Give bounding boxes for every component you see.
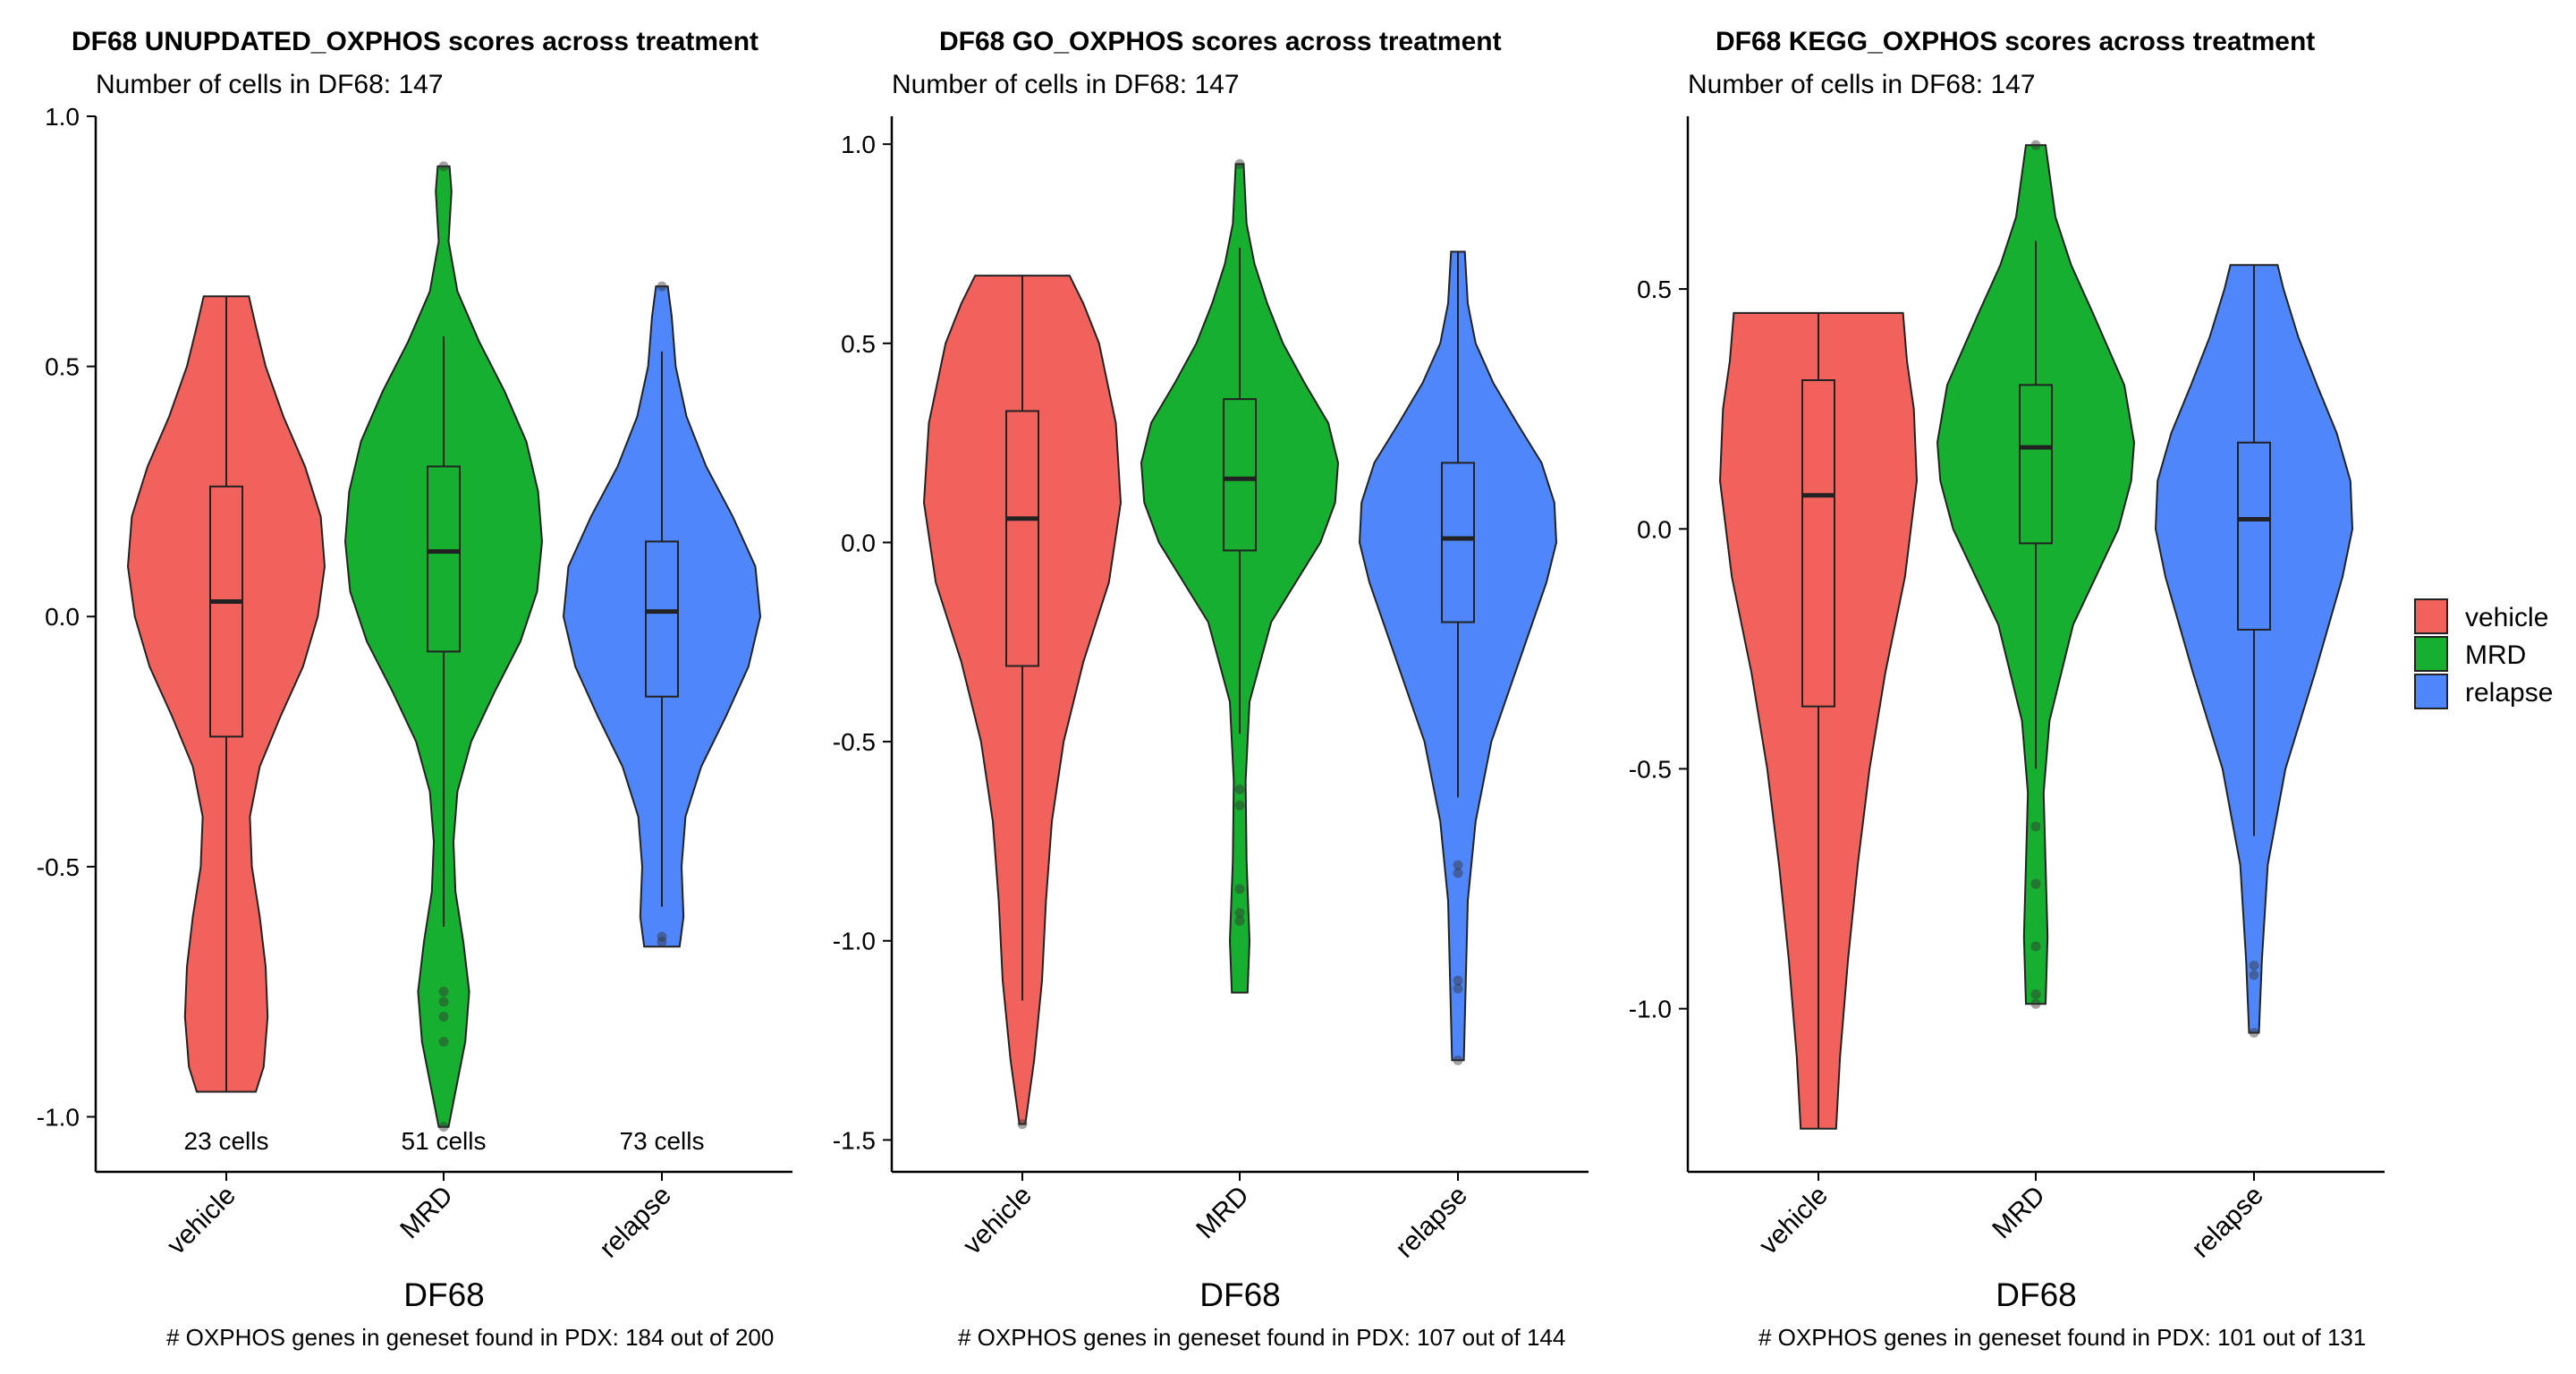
- x-tick-label: MRD: [394, 1181, 459, 1245]
- chart-caption: # OXPHOS genes in geneset found in PDX: …: [958, 1324, 1565, 1351]
- y-tick-label: -1.0: [1629, 996, 1672, 1023]
- box-vehicle: [1801, 379, 1835, 708]
- outlier-point: [1453, 868, 1463, 878]
- violin-group-vehicle: [922, 275, 1123, 1130]
- outlier-point: [1234, 785, 1245, 795]
- cell-count-label: 73 cells: [620, 1127, 705, 1155]
- cell-count-label: 51 cells: [402, 1127, 487, 1155]
- chart-caption: # OXPHOS genes in geneset found in PDX: …: [1758, 1324, 2366, 1351]
- x-tick-label: MRD: [1191, 1181, 1255, 1245]
- chart-panel-2: DF68 GO_OXPHOS scores across treatment Nu…: [833, 27, 1589, 1351]
- legend-label-vehicle: vehicle: [2465, 603, 2548, 632]
- box-relapse: [2237, 441, 2271, 631]
- box-MRD: [427, 465, 461, 653]
- outlier-point: [1453, 1055, 1463, 1065]
- box-relapse: [645, 540, 679, 698]
- outlier-point: [438, 161, 449, 172]
- outlier-point: [1453, 983, 1463, 994]
- outlier-point: [1234, 158, 1245, 169]
- y-tick-label: 0.5: [841, 330, 876, 358]
- violin-group-relapse: [2154, 264, 2354, 1038]
- outlier-point: [2030, 878, 2041, 889]
- y-tick-label: 0.0: [1637, 515, 1672, 543]
- legend-swatch-MRD: [2414, 636, 2448, 672]
- outlier-point: [2030, 821, 2041, 832]
- chart-title: DF68 KEGG_OXPHOS scores across treatment: [1716, 27, 2315, 56]
- outlier-point: [657, 931, 667, 942]
- box-MRD: [1223, 398, 1257, 552]
- violin-group-MRD: [343, 161, 544, 1132]
- chart-panel-3: DF68 KEGG_OXPHOS scores across treatment…: [1629, 27, 2385, 1351]
- y-tick-label: -1.5: [833, 1126, 876, 1154]
- outlier-point: [438, 1122, 449, 1132]
- legend: vehicle MRD relapse: [2414, 598, 2553, 709]
- outlier-point: [1017, 1119, 1028, 1130]
- outlier-point: [2030, 998, 2041, 1009]
- y-tick-label: -0.5: [37, 853, 80, 881]
- outlier-point: [2030, 140, 2041, 150]
- chart-title: DF68 UNUPDATED_OXPHOS scores across trea…: [72, 27, 758, 56]
- outlier-point: [2249, 970, 2259, 980]
- chart-panel-1: DF68 UNUPDATED_OXPHOS scores across trea…: [37, 27, 792, 1351]
- y-tick-label: -1.0: [37, 1103, 80, 1131]
- violin-group-MRD: [1936, 140, 2136, 1009]
- outlier-point: [438, 1012, 449, 1022]
- outlier-point: [1234, 800, 1245, 810]
- y-tick-label: 0.5: [1637, 276, 1672, 303]
- legend-label-relapse: relapse: [2465, 678, 2553, 708]
- violin-group-MRD: [1140, 158, 1340, 994]
- legend-swatch-vehicle: [2414, 598, 2448, 634]
- violin-group-relapse: [1358, 250, 1558, 1065]
- y-tick-label: -0.5: [833, 728, 876, 756]
- y-tick-label: 0.0: [45, 603, 80, 631]
- x-tick-label: MRD: [1987, 1181, 2051, 1245]
- outlier-point: [2030, 941, 2041, 952]
- outlier-point: [2249, 960, 2259, 971]
- x-tick-label: vehicle: [1754, 1181, 1834, 1260]
- cell-count-label: 23 cells: [184, 1127, 269, 1155]
- legend-swatch-relapse: [2414, 674, 2448, 709]
- box-vehicle: [209, 485, 243, 738]
- y-tick-label: 0.0: [841, 529, 876, 556]
- outlier-point: [1234, 915, 1245, 926]
- chart-caption: # OXPHOS genes in geneset found in PDX: …: [166, 1324, 774, 1351]
- outlier-point: [438, 997, 449, 1007]
- x-axis-label: DF68: [403, 1276, 484, 1313]
- outlier-point: [1234, 884, 1245, 895]
- chart-title: DF68 GO_OXPHOS scores across treatment: [939, 27, 1502, 56]
- legend-label-MRD: MRD: [2465, 640, 2526, 670]
- outlier-point: [438, 987, 449, 997]
- y-tick-label: 0.5: [45, 353, 80, 381]
- y-tick-label: 1.0: [841, 131, 876, 158]
- violin-group-vehicle: [126, 295, 326, 1093]
- x-tick-label: vehicle: [958, 1181, 1038, 1260]
- outlier-point: [1453, 860, 1463, 870]
- box-vehicle: [1005, 410, 1039, 667]
- y-tick-label: -1.0: [833, 928, 876, 955]
- y-tick-label: -0.5: [1629, 755, 1672, 783]
- violin-group-vehicle: [1718, 311, 1919, 1130]
- box-MRD: [2019, 384, 2053, 545]
- x-tick-label: vehicle: [162, 1181, 242, 1260]
- box-relapse: [1441, 462, 1475, 623]
- violin-group-relapse: [562, 281, 762, 948]
- x-axis-label: DF68: [1199, 1276, 1280, 1313]
- outlier-point: [2249, 1027, 2259, 1038]
- chart-subtitle: Number of cells in DF68: 147: [892, 70, 1240, 99]
- chart-subtitle: Number of cells in DF68: 147: [96, 70, 444, 99]
- outlier-point: [438, 1037, 449, 1047]
- x-tick-label: relapse: [594, 1181, 677, 1264]
- x-tick-label: relapse: [2186, 1181, 2269, 1264]
- outlier-point: [1234, 908, 1245, 919]
- x-axis-label: DF68: [1996, 1276, 2076, 1313]
- outlier-point: [1453, 975, 1463, 986]
- x-tick-label: relapse: [1390, 1181, 1473, 1264]
- chart-subtitle: Number of cells in DF68: 147: [1688, 70, 2036, 99]
- outlier-point: [2030, 989, 2041, 1000]
- outlier-point: [657, 937, 667, 947]
- y-tick-label: 1.0: [45, 103, 80, 131]
- outlier-point: [657, 281, 667, 292]
